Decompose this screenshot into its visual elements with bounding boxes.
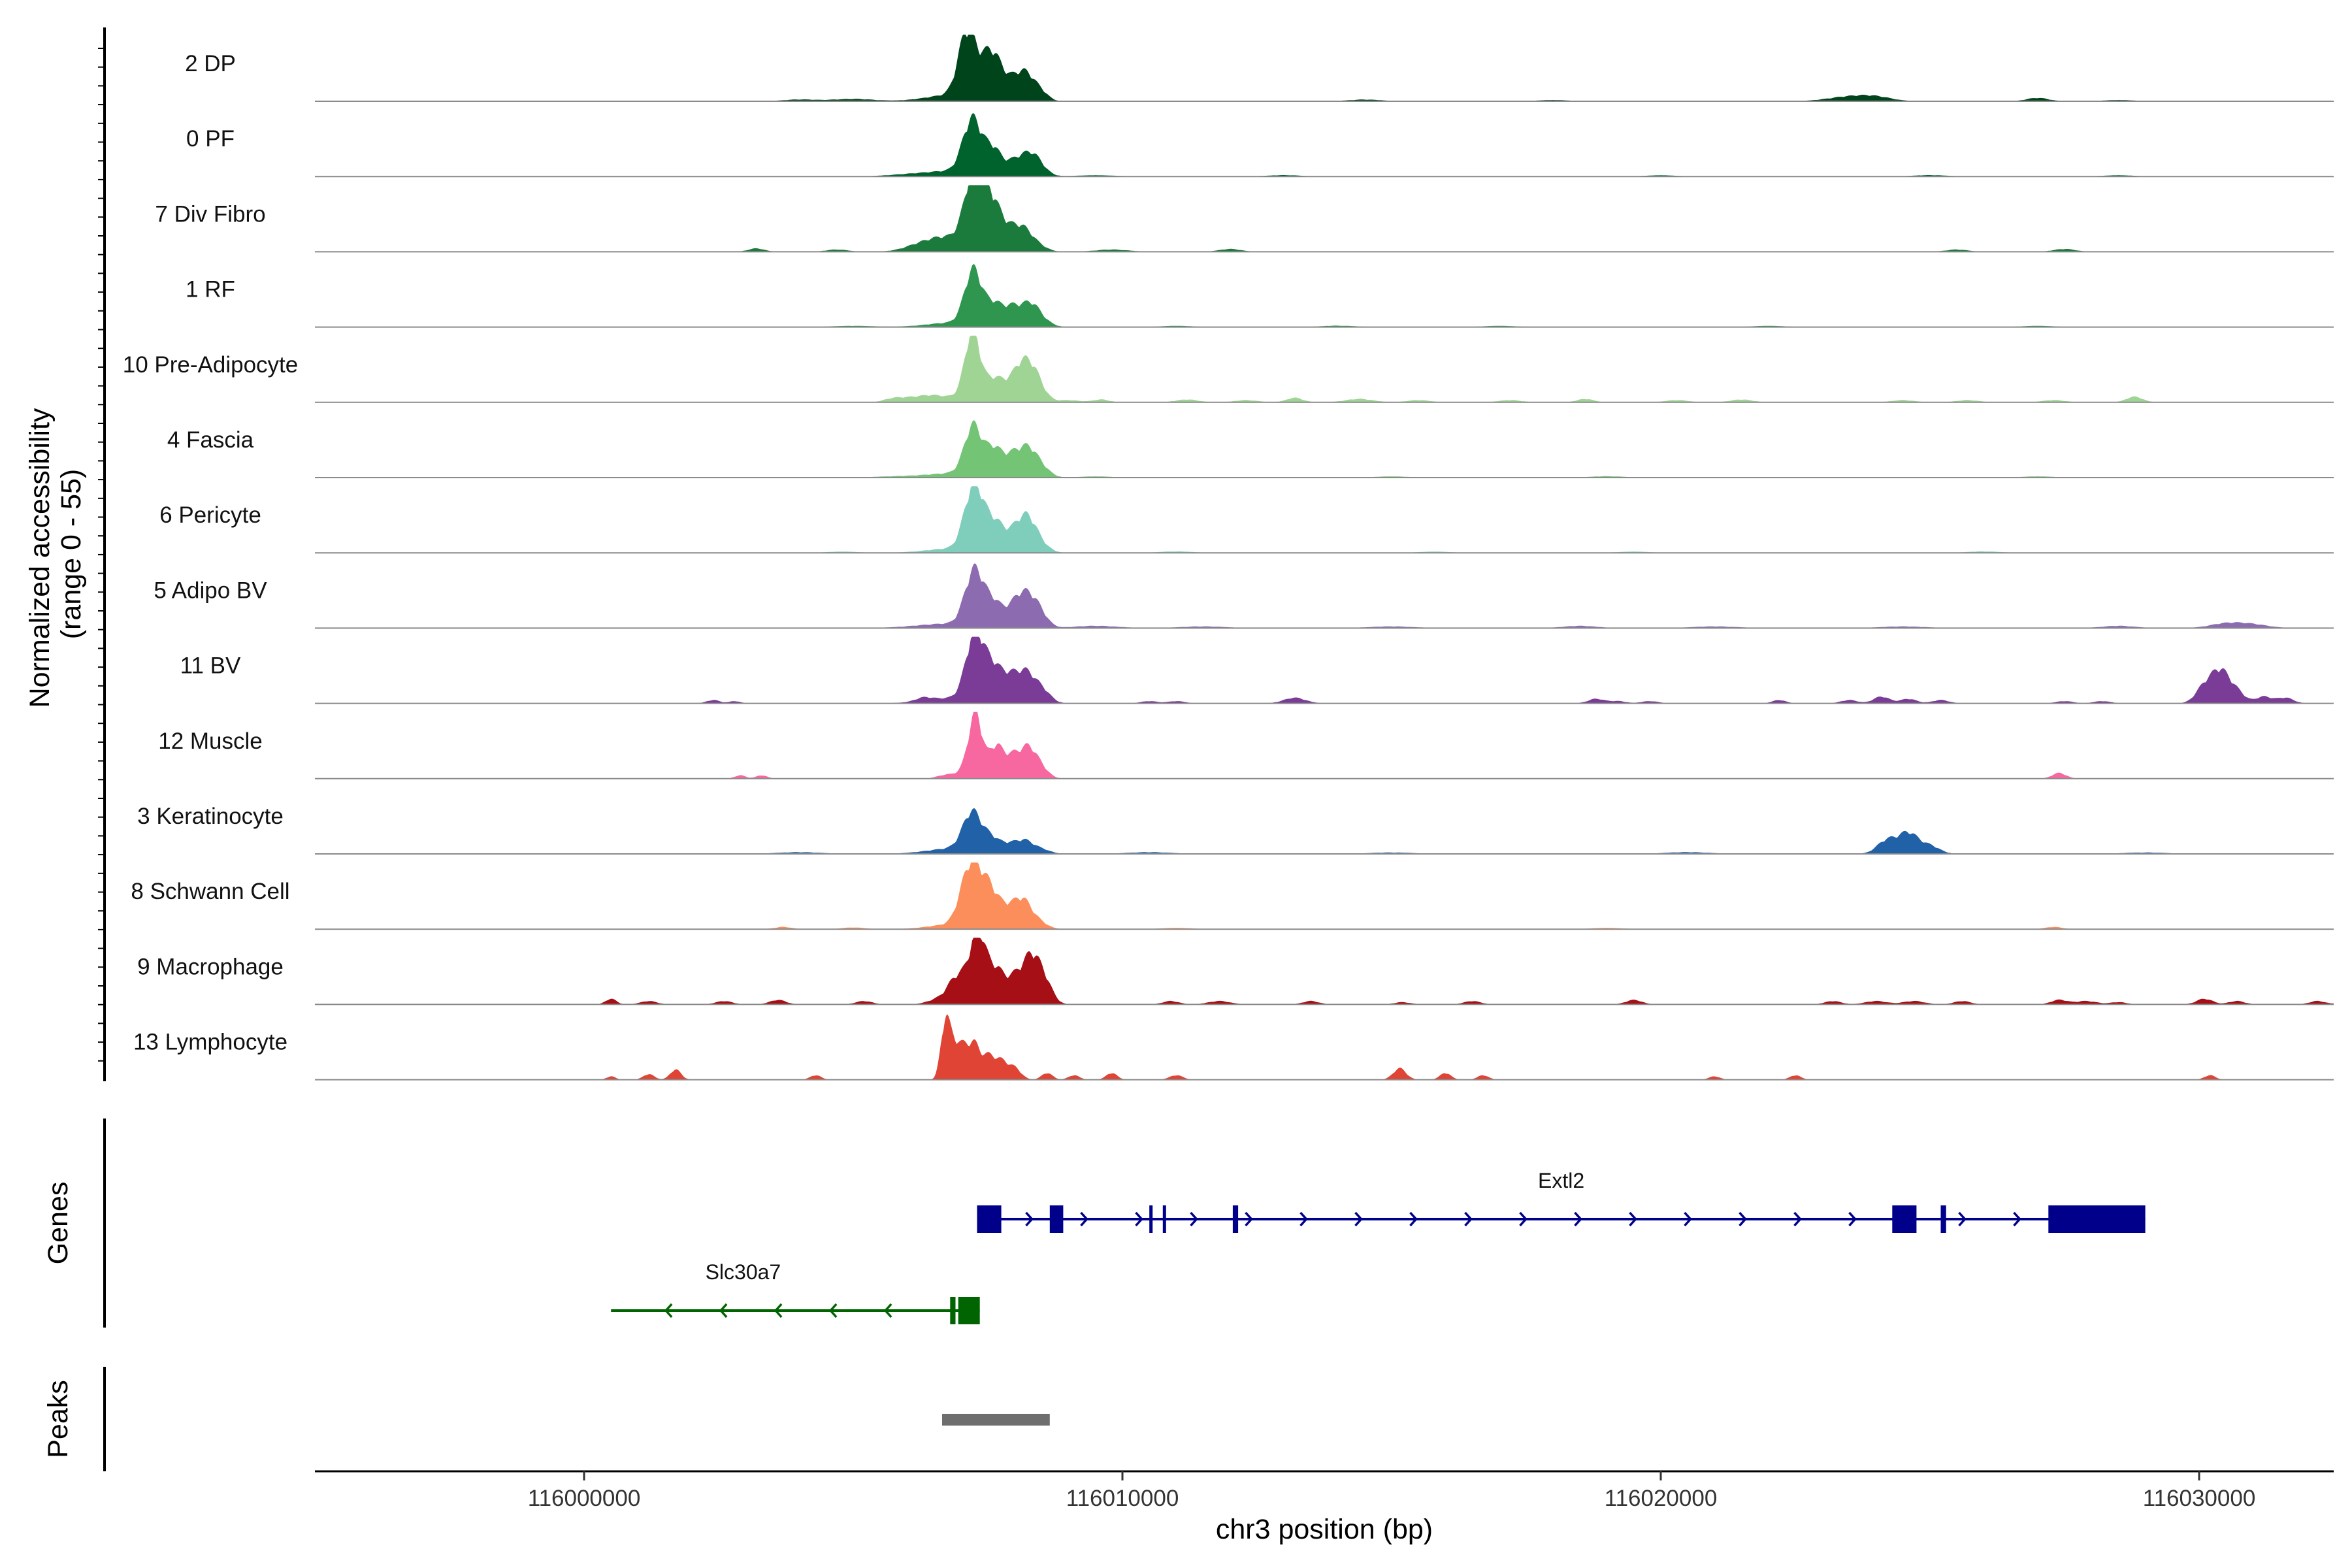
coverage-area [315,335,2334,402]
coverage-area [315,1014,2334,1080]
strand-arrow [1135,1211,1143,1227]
gene-exon [958,1297,980,1324]
coverage-area [315,938,2334,1005]
track-label: 8 Schwann Cell [131,879,289,904]
track-10-pre-adipocyte: 10 Pre-Adipocyte [123,335,2334,403]
gene-exon [950,1297,956,1324]
genes-section-label: Genes [42,1182,74,1265]
strand-arrow [1958,1211,1967,1227]
strand-arrow [719,1303,728,1318]
coverage-area [315,420,2334,478]
strand-arrow [774,1303,783,1318]
x-tick-label: 116030000 [2143,1486,2256,1511]
peak-regions [942,1414,1050,1426]
peaks-section-label: Peaks [42,1380,74,1458]
gene-exon [977,1205,1002,1233]
x-tick-label: 116010000 [1066,1486,1179,1511]
strand-arrow [1190,1211,1198,1227]
coverage-area [315,636,2334,704]
strand-arrow [1793,1211,1802,1227]
strand-arrow [1519,1211,1527,1227]
coverage-area [315,264,2334,327]
coverage-area [315,113,2334,177]
track-9-macrophage: 9 Macrophage [137,938,2334,1005]
peak-region [942,1414,1050,1426]
track-2-dp: 2 DP [185,35,2334,102]
strand-arrow [664,1303,673,1318]
strand-arrow [1574,1211,1582,1227]
track-8-schwann-cell: 8 Schwann Cell [131,862,2334,930]
gene-label: Extl2 [1538,1169,1584,1192]
strand-arrow [1739,1211,1747,1227]
strand-arrow [1299,1211,1308,1227]
track-label: 1 RF [186,277,235,302]
x-axis: 116000000 116010000 116020000 116030000 [528,1471,2256,1511]
strand-arrow [1629,1211,1637,1227]
gene-exon [1149,1205,1153,1233]
strand-arrow [1848,1211,1857,1227]
x-tick-label: 116020000 [1605,1486,1718,1511]
coverage-area [315,711,2334,779]
track-label: 7 Div Fibro [155,201,265,227]
track-label: 0 PF [186,126,235,152]
strand-arrow [1464,1211,1473,1227]
gene-extl2: Extl2 [977,1169,2146,1233]
track-1-rf: 1 RF [186,264,2334,328]
gene-exon [1892,1205,1917,1233]
gene-exon [1162,1205,1166,1233]
track-label: 5 Adipo BV [154,578,267,603]
track-13-lymphocyte: 13 Lymphocyte [133,1014,2334,1081]
strand-arrow [1245,1211,1253,1227]
coverage-area [315,185,2334,252]
track-label: 10 Pre-Adipocyte [123,352,298,378]
coverage-area [315,486,2334,553]
track-label: 2 DP [185,51,236,76]
track-11-bv: 11 BV [180,636,2334,704]
track-3-keratinocyte: 3 Keratinocyte [137,804,2334,855]
coverage-area [315,862,2334,930]
coverage-area [315,35,2334,101]
strand-arrow [828,1303,838,1318]
y-axis-title-line2: (range 0 - 55) [56,469,87,640]
x-axis-title: chr3 position (bp) [1216,1514,1433,1545]
y-axis-title-line1: Normalized accessibility [24,408,56,708]
gene-exon [1940,1205,1946,1233]
track-12-muscle: 12 Muscle [158,711,2334,779]
y-axis-title: Normalized accessibility (range 0 - 55) [24,400,87,708]
strand-arrow [1684,1211,1692,1227]
strand-arrow [1080,1211,1088,1227]
gene-label: Slc30a7 [706,1260,781,1284]
track-label: 6 Pericyte [159,502,261,528]
track-label: 3 Keratinocyte [137,804,284,829]
track-5-adipo-bv: 5 Adipo BV [154,563,2334,629]
track-6-pericyte: 6 Pericyte [159,486,2334,554]
strand-arrow [1025,1211,1034,1227]
track-label: 4 Fascia [167,427,254,453]
track-7-div-fibro: 7 Div Fibro [155,185,2334,253]
gene-slc30a7: Slc30a7 [611,1260,980,1324]
track-label: 12 Muscle [158,728,263,754]
strand-arrow [2013,1211,2021,1227]
gene-exon [1232,1205,1239,1233]
gene-annotations: Extl2 Slc30a7 [611,1169,2146,1324]
coverage-area [315,808,2334,854]
x-tick-label: 116000000 [528,1486,641,1511]
strand-arrow [1409,1211,1418,1227]
track-label: 13 Lymphocyte [133,1030,287,1055]
track-label: 11 BV [180,653,241,679]
coverage-tracks: 2 DP 0 PF 7 Div Fibro 1 RF 10 Pre-Adipocyte 4… [123,35,2334,1081]
track-label: 9 Macrophage [137,954,284,979]
track-4-fascia: 4 Fascia [167,420,2334,478]
coverage-area [315,563,2334,629]
strand-arrow [883,1303,892,1318]
y-axis [98,27,106,1081]
strand-arrow [1354,1211,1363,1227]
gene-exon [1049,1205,1064,1233]
gene-exon [2048,1205,2146,1233]
track-0-pf: 0 PF [186,113,2334,178]
